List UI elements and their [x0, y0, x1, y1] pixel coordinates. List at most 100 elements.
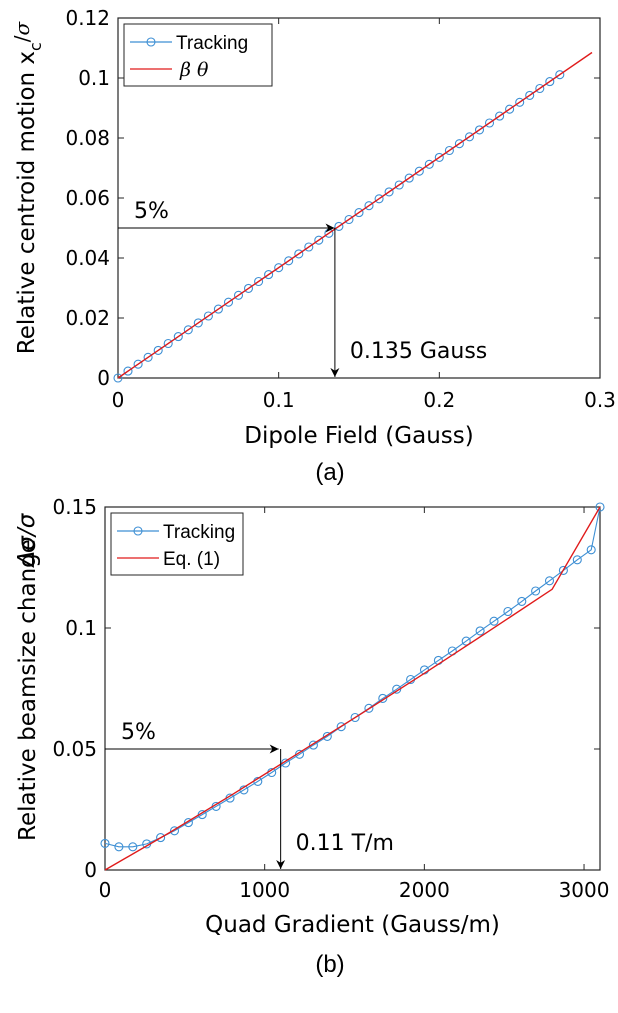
- data-point: [153, 345, 163, 355]
- y-tick-label: 0: [97, 366, 110, 390]
- data-point: [183, 818, 193, 828]
- data-point: [535, 83, 545, 94]
- data-point: [183, 325, 193, 335]
- y-tick-label: 0.08: [65, 126, 110, 150]
- legend-label: Tracking: [176, 33, 248, 54]
- data-point: [474, 125, 485, 135]
- data-point: [545, 77, 555, 87]
- data-point: [484, 118, 495, 128]
- panel-caption: (a): [315, 459, 344, 486]
- data-point: [454, 139, 464, 149]
- x-axis-label: Dipole Field (Gauss): [244, 423, 473, 449]
- data-point: [294, 249, 304, 259]
- data-point: [133, 359, 143, 369]
- data-point: [394, 180, 404, 190]
- data-point: [163, 338, 173, 349]
- data-point: [489, 616, 499, 626]
- data-point: [173, 332, 183, 342]
- y-tick-label: 0: [84, 858, 97, 882]
- data-point: [308, 740, 318, 750]
- data-point: [264, 270, 274, 280]
- x-tick-label: 0.3: [584, 388, 616, 412]
- data-point: [555, 70, 565, 80]
- data-point: [503, 606, 513, 617]
- data-point: [464, 132, 475, 142]
- y-axis-label-symbol: Δσ/σ: [14, 512, 40, 568]
- x-tick-label: 0.1: [263, 388, 295, 412]
- data-point: [354, 208, 364, 218]
- data-point: [505, 104, 515, 114]
- data-point: [495, 111, 505, 121]
- data-point: [243, 283, 254, 293]
- x-tick-label: 1000: [239, 878, 290, 902]
- legend-label: Tracking: [163, 522, 235, 543]
- data-point: [274, 263, 284, 273]
- data-point: [128, 842, 138, 852]
- legend-box: [123, 23, 273, 87]
- data-point: [336, 722, 346, 732]
- data-point: [531, 586, 541, 596]
- data-point: [350, 712, 360, 723]
- x-axis-label: Quad Gradient (Gauss/m): [205, 912, 500, 938]
- legend-label: Eq. (1): [163, 549, 220, 570]
- y-tick-label: 0.1: [65, 616, 97, 640]
- legend-box: [110, 512, 244, 576]
- y-tick-label: 0.02: [65, 306, 110, 330]
- data-point: [143, 352, 153, 362]
- data-point: [404, 173, 414, 183]
- data-point: [558, 565, 568, 575]
- data-point: [254, 276, 264, 287]
- data-point: [114, 842, 124, 852]
- data-point: [169, 826, 180, 836]
- x-tick-label: 3000: [559, 878, 610, 902]
- series-line: [117, 51, 593, 379]
- data-point: [223, 297, 234, 307]
- data-point: [364, 201, 374, 211]
- legend-marker: [146, 37, 156, 47]
- data-point: [595, 502, 605, 512]
- y-tick-label: 0.15: [52, 495, 97, 519]
- data-point: [123, 366, 133, 376]
- chart-a: 0 0.1 0.2 0.3 0 0.02 0.04 0.06 0.08 0.1 0.12 Dipole…: [10, 6, 616, 486]
- y-tick-label: 0.06: [65, 186, 110, 210]
- data-point: [344, 214, 354, 225]
- data-point: [314, 235, 324, 245]
- annotation-label: 5%: [134, 199, 169, 224]
- data-point: [572, 555, 582, 565]
- y-axis-label: Relative beamsize change: [15, 539, 41, 841]
- x-tick-label: 0: [112, 388, 125, 412]
- data-point: [586, 545, 596, 555]
- data-point: [233, 290, 244, 300]
- y-tick-label: 0.12: [65, 6, 110, 30]
- data-point: [156, 833, 166, 843]
- chart-b: 0 1000 2000 3000 0 0.05 0.1 0.15 Quad Gradient (…: [14, 495, 609, 978]
- x-tick-label: 2000: [399, 878, 450, 902]
- data-point: [444, 145, 454, 156]
- data-point: [193, 318, 203, 328]
- panel-caption: (b): [315, 951, 344, 978]
- y-tick-label: 0.1: [78, 66, 110, 90]
- annotation-label: 5%: [121, 720, 156, 745]
- data-point: [284, 256, 294, 266]
- legend: Tracking β θ: [123, 23, 273, 87]
- data-point: [434, 152, 444, 162]
- data-point: [213, 304, 223, 314]
- data-point: [515, 97, 525, 107]
- legend-label: β θ: [179, 59, 209, 81]
- data-point: [113, 373, 123, 383]
- y-tick-label: 0.04: [65, 246, 110, 270]
- data-point: [334, 221, 344, 231]
- data-point: [378, 693, 388, 703]
- data-point: [100, 838, 110, 848]
- x-tick-label: 0.2: [423, 388, 455, 412]
- data-point: [304, 242, 314, 252]
- data-point: [384, 187, 394, 197]
- data-point: [364, 703, 374, 713]
- data-point: [544, 576, 555, 586]
- legend-marker: [133, 526, 143, 536]
- data-point: [374, 194, 384, 204]
- legend: Tracking Eq. (1): [110, 512, 244, 576]
- y-tick-label: 0.05: [52, 737, 97, 761]
- data-point: [517, 596, 527, 606]
